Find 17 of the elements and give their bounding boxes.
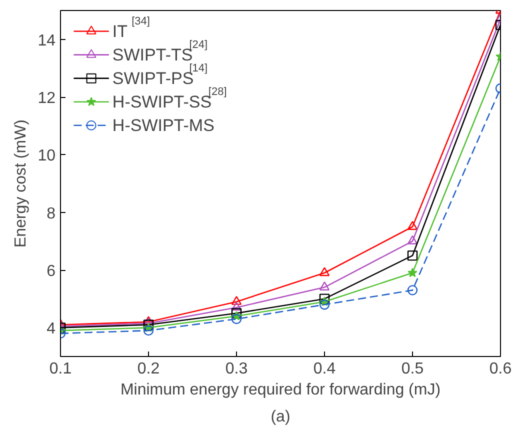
x-tick-label: 0.2 [137, 360, 160, 378]
legend-label: H-SWIPT-MS [112, 116, 214, 135]
x-tick-label: 0.3 [225, 360, 248, 378]
text: (a) [270, 408, 290, 426]
x-tick-label: 0.4 [313, 360, 336, 378]
x-tick-label: 0.6 [489, 360, 512, 378]
y-axis-title: Energy cost (mW) [12, 119, 30, 248]
y-tick-label: 4 [46, 320, 56, 338]
y-tick-label: 8 [46, 205, 56, 222]
y-tick-label: 6 [46, 263, 56, 280]
y-tick-label: 12 [38, 90, 56, 107]
x-axis-title: Minimum energy required for forwarding (mJ) [120, 382, 441, 398]
y-tick-label: 10 [38, 148, 56, 165]
legend-label: IT[34] [112, 15, 150, 41]
x-tick-label: 0.5 [401, 360, 424, 378]
y-tick-label: 14 [38, 32, 56, 50]
x-tick-label: 0.1 [49, 360, 72, 378]
